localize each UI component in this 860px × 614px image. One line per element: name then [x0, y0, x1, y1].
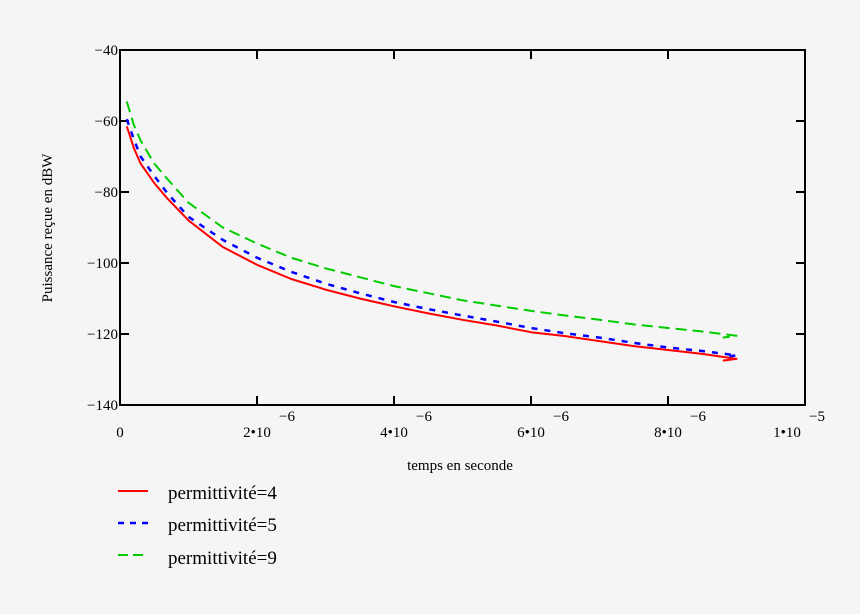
x-axis-label: temps en seconde [407, 458, 513, 474]
x-tick-exponent: −5 [809, 409, 825, 425]
x-tick-label: 2•10 [243, 425, 271, 441]
x-tick-label: 4•10 [380, 425, 408, 441]
y-tick-label: −60 [95, 114, 118, 130]
y-tick-label: −120 [87, 327, 118, 343]
legend-label-permittivite-9: permittivité=9 [168, 548, 277, 569]
x-tick-exponent: −6 [553, 409, 569, 425]
y-axis-label: Puissance reçue en dBW [40, 153, 56, 303]
y-tick-label: −40 [95, 43, 118, 59]
y-tick-label: −100 [87, 256, 118, 272]
x-tick-exponent: −6 [416, 409, 432, 425]
series-line-permittivit-4 [125, 125, 738, 362]
y-axis: −40 −60 −80 −100 −120 −140 [87, 43, 805, 414]
series-line-permittivit-5 [125, 118, 738, 359]
y-tick-label: −80 [95, 185, 118, 201]
x-tick-exponent: −6 [279, 409, 295, 425]
x-tick-label: 0 [116, 425, 124, 441]
series-group [125, 101, 738, 362]
x-tick-label: 6•10 [517, 425, 545, 441]
legend-label-permittivite-5: permittivité=5 [168, 515, 277, 536]
legend: permittivité=4 permittivité=5 permittivi… [118, 483, 277, 569]
x-tick-label: 1•10 [773, 425, 801, 441]
y-tick-label: −140 [87, 398, 118, 414]
x-tick-label: 8•10 [654, 425, 682, 441]
legend-label-permittivite-4: permittivité=4 [168, 483, 277, 504]
plot-frame [119, 49, 806, 406]
x-tick-exponent: −6 [690, 409, 706, 425]
x-axis: 0 2•10 −6 4•10 −6 6•10 −6 8•10 −6 1•10 −5 [116, 50, 825, 441]
series-line-permittivit-9 [125, 101, 738, 339]
